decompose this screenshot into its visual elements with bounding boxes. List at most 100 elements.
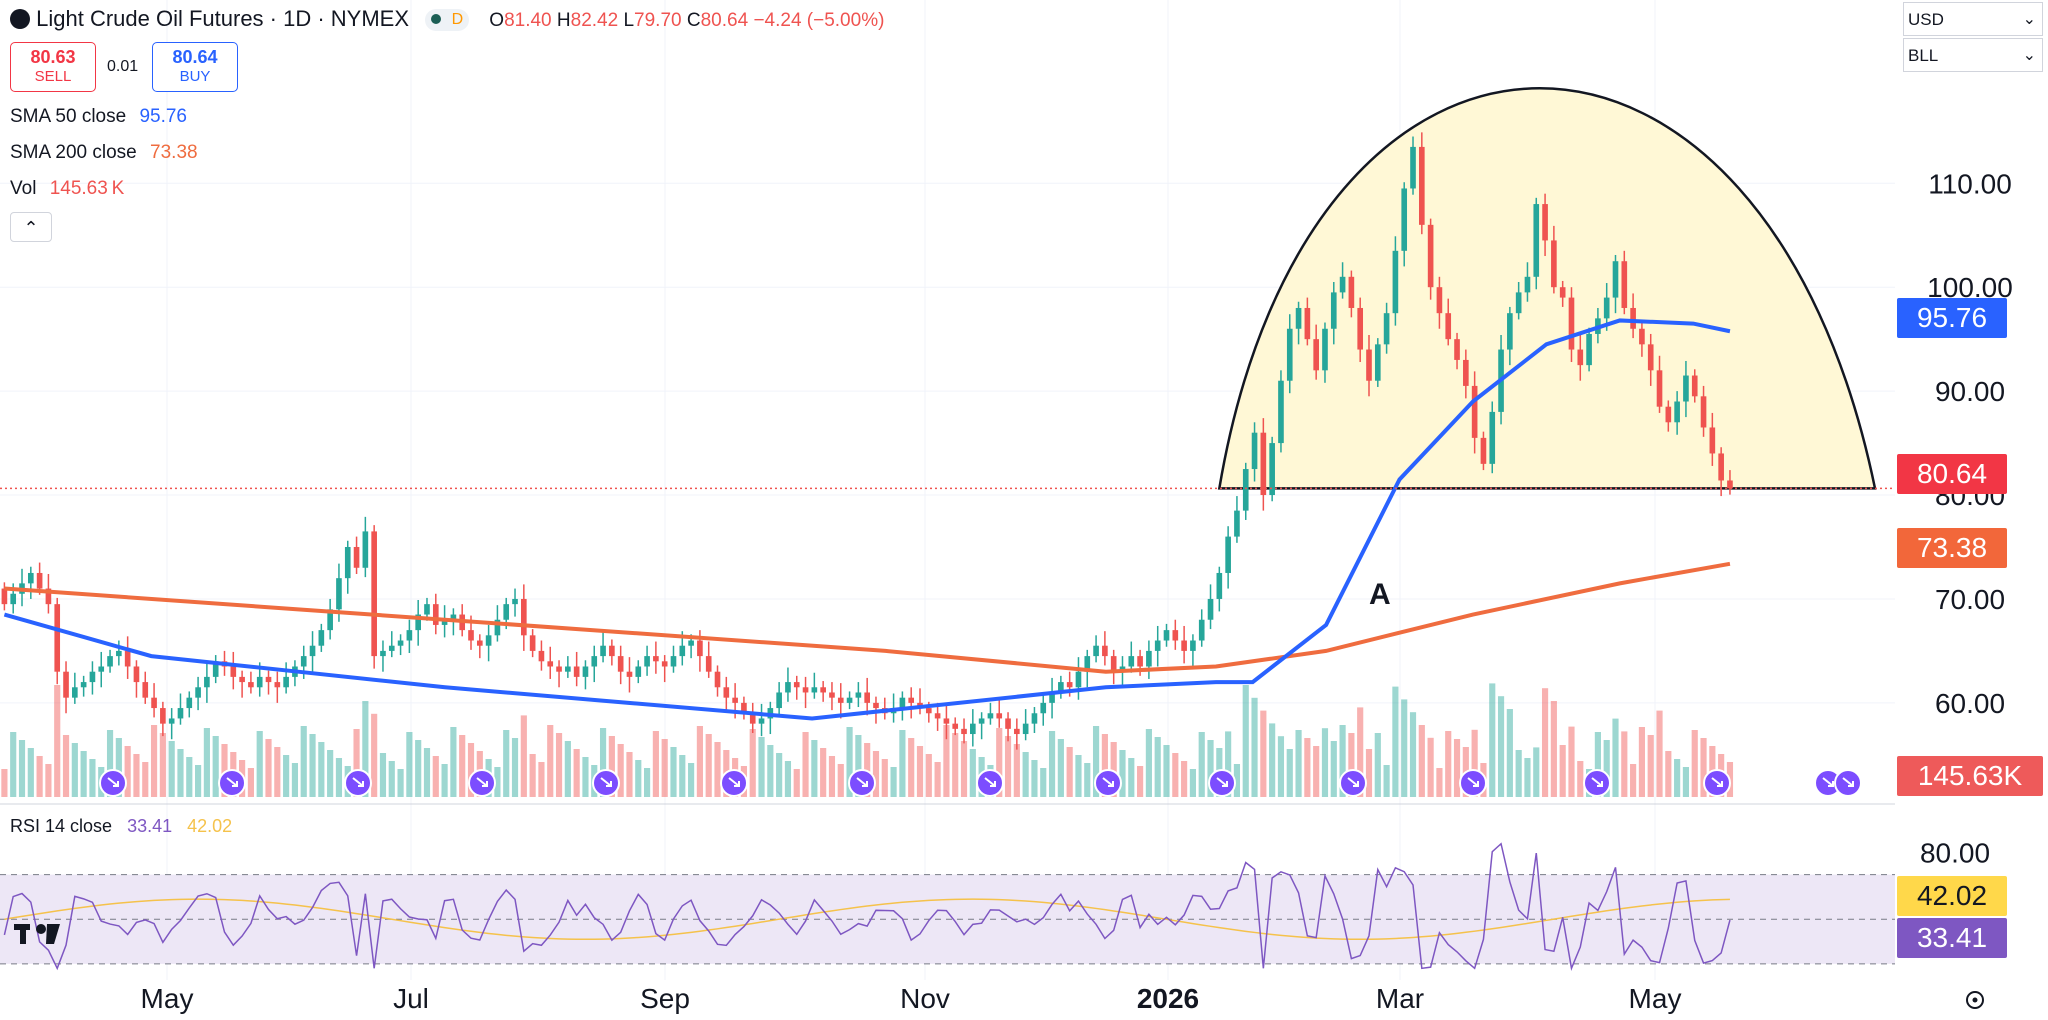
time-tick-label: May: [141, 983, 194, 1014]
currency-select[interactable]: USD ⌄: [1903, 2, 2043, 36]
candle-body: [195, 687, 201, 698]
chevron-up-icon: ⌃: [23, 218, 39, 238]
volume-bar: [1339, 725, 1346, 797]
rsi-tag: 33.41: [1897, 918, 2007, 958]
candle-body: [344, 546, 351, 579]
candle-body: [1093, 645, 1099, 657]
unit-select[interactable]: BLL ⌄: [1903, 38, 2043, 72]
candle-body: [741, 702, 747, 714]
event-markers[interactable]: [99, 769, 1862, 797]
chevron-down-icon: ⌄: [2022, 11, 2036, 28]
volume-bar: [441, 764, 448, 797]
candle-body: [573, 666, 580, 677]
legend-rsi[interactable]: RSI 14 close 33.41 42.02: [10, 816, 233, 836]
candle-body: [661, 661, 668, 667]
candle-body: [1427, 224, 1434, 288]
candle-body: [670, 656, 677, 667]
volume-bar: [450, 727, 457, 797]
candle-body: [1374, 344, 1381, 381]
event-marker-icon[interactable]: [976, 769, 1004, 797]
candle-body: [503, 604, 510, 620]
volume-bar: [265, 739, 272, 797]
candle-body: [609, 645, 615, 657]
candle-body: [705, 656, 712, 672]
event-marker-icon[interactable]: [1834, 769, 1862, 797]
candle-body: [793, 682, 800, 688]
candle-body: [27, 572, 34, 584]
legend-vol[interactable]: Vol 145.63 K: [10, 178, 125, 199]
event-marker-icon[interactable]: [344, 769, 372, 797]
event-marker-icon[interactable]: [1094, 769, 1122, 797]
volume-bar: [274, 747, 281, 797]
event-marker-icon[interactable]: [99, 769, 127, 797]
volume-bar: [1, 769, 8, 797]
chevron-down-icon: ⌄: [2022, 47, 2036, 64]
volume-bar: [327, 750, 334, 797]
event-marker-icon[interactable]: [468, 769, 496, 797]
time-tick-label: Nov: [900, 983, 950, 1014]
volume-bar: [626, 752, 633, 797]
volume-bar: [467, 743, 475, 797]
sell-button[interactable]: 80.63 SELL: [10, 42, 96, 92]
candle-body: [1137, 656, 1143, 667]
candle-body: [274, 682, 281, 688]
volume-bar: [837, 764, 844, 797]
event-marker-icon[interactable]: [1339, 769, 1367, 797]
event-marker-icon[interactable]: [592, 769, 620, 797]
buy-button[interactable]: 80.64 BUY: [152, 42, 238, 92]
candle-body: [899, 697, 906, 709]
event-marker-icon[interactable]: [218, 769, 246, 797]
volume-bar: [415, 740, 422, 797]
rsi-tick-label: 80.00: [1920, 837, 1990, 868]
symbol-title[interactable]: Light Crude Oil Futures · 1D · NYMEX: [36, 6, 410, 31]
volume-bar: [555, 733, 563, 797]
volume-bar: [203, 728, 210, 797]
candle-body: [1480, 437, 1487, 464]
volume-bar: [1242, 685, 1249, 797]
candle-body: [1551, 240, 1557, 288]
candle-body: [1146, 650, 1152, 667]
volume-bar: [1427, 737, 1434, 797]
volume-bar: [1119, 750, 1126, 797]
candle-body: [300, 656, 307, 667]
candle-body: [1260, 432, 1267, 496]
event-marker-icon[interactable]: [1583, 769, 1611, 797]
volume-bar: [1515, 750, 1522, 797]
candle-body: [1621, 261, 1628, 308]
event-marker-icon[interactable]: [848, 769, 876, 797]
candle-body: [1322, 328, 1328, 371]
volume-bar: [1057, 739, 1064, 797]
event-marker-icon[interactable]: [1208, 769, 1236, 797]
candle-body: [116, 650, 122, 657]
candle-body: [63, 671, 69, 698]
legend-sma200[interactable]: SMA 200 close 73.38: [10, 142, 198, 163]
event-marker-icon[interactable]: [720, 769, 748, 797]
candle-body: [1524, 276, 1531, 293]
candle-body: [697, 640, 703, 657]
volume-bar: [212, 736, 219, 797]
candle-body: [248, 682, 254, 688]
rsi-ma-line: [4, 898, 1730, 941]
volume-bar: [1691, 730, 1698, 797]
candle-body: [1198, 619, 1205, 641]
legend-sma50[interactable]: SMA 50 close 95.76: [10, 106, 187, 127]
candle-body: [230, 666, 237, 677]
event-marker-icon[interactable]: [1459, 769, 1487, 797]
candle-body: [996, 713, 1003, 719]
collapse-legend-button[interactable]: ⌃: [10, 212, 52, 242]
candle-body: [1102, 645, 1108, 657]
volume-bar: [943, 725, 950, 797]
event-marker-icon[interactable]: [1703, 769, 1731, 797]
candle-body: [837, 697, 844, 703]
volume-bar: [89, 759, 96, 797]
last-price-tag: 80.64: [1897, 454, 2007, 494]
volume-bar: [10, 732, 17, 797]
volume-bar: [159, 733, 166, 797]
time-tick-label: Jul: [393, 983, 429, 1014]
volume-bar: [1330, 741, 1337, 797]
status-toggle[interactable]: D: [425, 9, 470, 31]
candle-body: [1392, 250, 1399, 314]
candle-body: [1507, 313, 1513, 350]
settings-icon[interactable]: [1966, 991, 1984, 1009]
